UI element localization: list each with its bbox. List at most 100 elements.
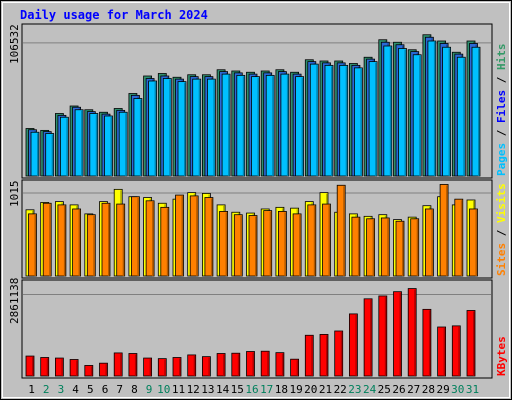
x-label-day-12: 12 <box>187 383 200 396</box>
bar-sites-day-14 <box>219 211 229 277</box>
bar-pages-day-24 <box>368 61 378 177</box>
bar-kbytes-day-14 <box>216 353 226 377</box>
bar-pages-day-8 <box>133 98 143 177</box>
bar-pages-day-14 <box>221 73 231 177</box>
bar-sites-day-13 <box>204 197 214 277</box>
bar-pages-day-4 <box>74 109 84 177</box>
bar-shadow <box>213 80 215 176</box>
bar-shadow <box>61 359 63 376</box>
bar-sites-day-25 <box>380 217 390 277</box>
bar-shadow <box>90 366 93 376</box>
ylabel-part: Hits <box>495 44 508 71</box>
bar-kbytes-day-11 <box>172 357 182 377</box>
bar-sites-day-16 <box>248 215 258 277</box>
bar-kbytes-day-9 <box>143 357 153 377</box>
x-label-day-26: 26 <box>392 383 405 396</box>
bar-shadow <box>345 66 348 176</box>
x-label-day-30: 30 <box>451 383 464 396</box>
bar-shadow <box>210 198 213 276</box>
x-label-day-16: 16 <box>245 383 258 396</box>
x-label-day-6: 6 <box>102 383 109 396</box>
kbytes-panel: 2861138 KBytes <box>8 278 508 379</box>
x-label-day-5: 5 <box>87 383 94 396</box>
ylabel-part: Visits <box>495 183 508 223</box>
hits-files-pages-bars <box>23 34 491 177</box>
bar-shadow <box>328 205 330 276</box>
bar-shadow <box>196 196 198 276</box>
bar-shadow <box>355 314 357 376</box>
bar-kbytes-day-16 <box>246 351 255 377</box>
bar-shadow <box>78 209 81 276</box>
bar-kbytes-day-3 <box>55 357 64 377</box>
bar-sites-day-26 <box>395 220 405 277</box>
bar-shadow <box>122 205 125 276</box>
x-label-day-18: 18 <box>275 383 288 396</box>
bar-shadow <box>164 359 166 376</box>
bar-shadow <box>460 200 463 276</box>
bar-pages-day-11 <box>177 81 187 177</box>
bar-shadow <box>184 82 186 176</box>
bar-pages-day-5 <box>89 113 99 177</box>
bar-sites-day-19 <box>292 213 302 277</box>
bar-shadow <box>443 328 446 376</box>
bar-shadow <box>402 222 404 276</box>
x-label-day-19: 19 <box>289 383 302 396</box>
bar-kbytes-day-7 <box>113 352 123 377</box>
bar-shadow <box>81 110 83 176</box>
ylabel-part: KBytes <box>495 336 508 376</box>
x-label-day-9: 9 <box>146 383 153 396</box>
bar-shadow <box>237 354 240 376</box>
bar-shadow <box>223 354 225 376</box>
bar-pages-day-20 <box>309 63 319 177</box>
x-label-day-27: 27 <box>407 383 420 396</box>
bar-shadow <box>326 335 328 376</box>
x-label-day-31: 31 <box>466 383 479 396</box>
bar-pages-day-7 <box>118 111 128 177</box>
bar-pages-day-21 <box>324 64 334 177</box>
bar-shadow <box>228 75 230 176</box>
bar-shadow <box>257 77 259 176</box>
bar-shadow <box>225 212 228 276</box>
bar-sites-day-7 <box>116 203 126 277</box>
x-label-day-20: 20 <box>304 383 317 396</box>
bar-sites-day-18 <box>277 211 287 277</box>
x-label-day-2: 2 <box>43 383 50 396</box>
bar-pages-day-23 <box>353 67 363 177</box>
bar-kbytes-day-23 <box>348 313 358 377</box>
bar-shadow <box>419 55 421 176</box>
bar-shadow <box>137 197 139 276</box>
ylabel-part: Sites <box>495 243 508 276</box>
panel-3-ylabel: KBytes <box>495 336 508 376</box>
panel-2-ylabel: Sites / Visits <box>495 183 508 276</box>
bar-kbytes-day-22 <box>334 330 344 377</box>
bar-shadow <box>299 214 301 276</box>
bar-sites-day-29 <box>439 184 449 277</box>
bar-pages-day-29 <box>442 46 452 177</box>
bar-shadow <box>32 357 34 376</box>
bar-pages-day-31 <box>471 46 481 177</box>
bar-pages-day-13 <box>206 78 216 177</box>
bar-kbytes-day-19 <box>290 358 300 377</box>
bar-pages-day-28 <box>427 40 437 177</box>
bar-shadow <box>134 354 137 376</box>
bar-shadow <box>37 133 39 176</box>
x-label-day-28: 28 <box>422 383 435 396</box>
bar-sites-day-30 <box>454 198 464 277</box>
bar-shadow <box>255 216 257 276</box>
bar-sites-day-15 <box>233 214 243 277</box>
bar-shadow <box>152 201 154 276</box>
bar-kbytes-day-21 <box>319 334 329 377</box>
bar-kbytes-day-24 <box>363 298 373 377</box>
panel-1-frame <box>21 23 493 179</box>
bar-shadow <box>448 48 451 176</box>
bar-shadow <box>110 117 112 176</box>
bar-shadow <box>375 62 377 176</box>
x-label-day-7: 7 <box>116 383 123 396</box>
bar-shadow <box>76 360 78 376</box>
bar-pages-day-18 <box>280 73 290 177</box>
bar-shadow <box>34 214 36 276</box>
bar-shadow <box>313 205 316 276</box>
ylabel-part: Pages <box>495 143 508 176</box>
x-label-day-10: 10 <box>157 383 170 396</box>
bar-shadow <box>416 219 419 276</box>
